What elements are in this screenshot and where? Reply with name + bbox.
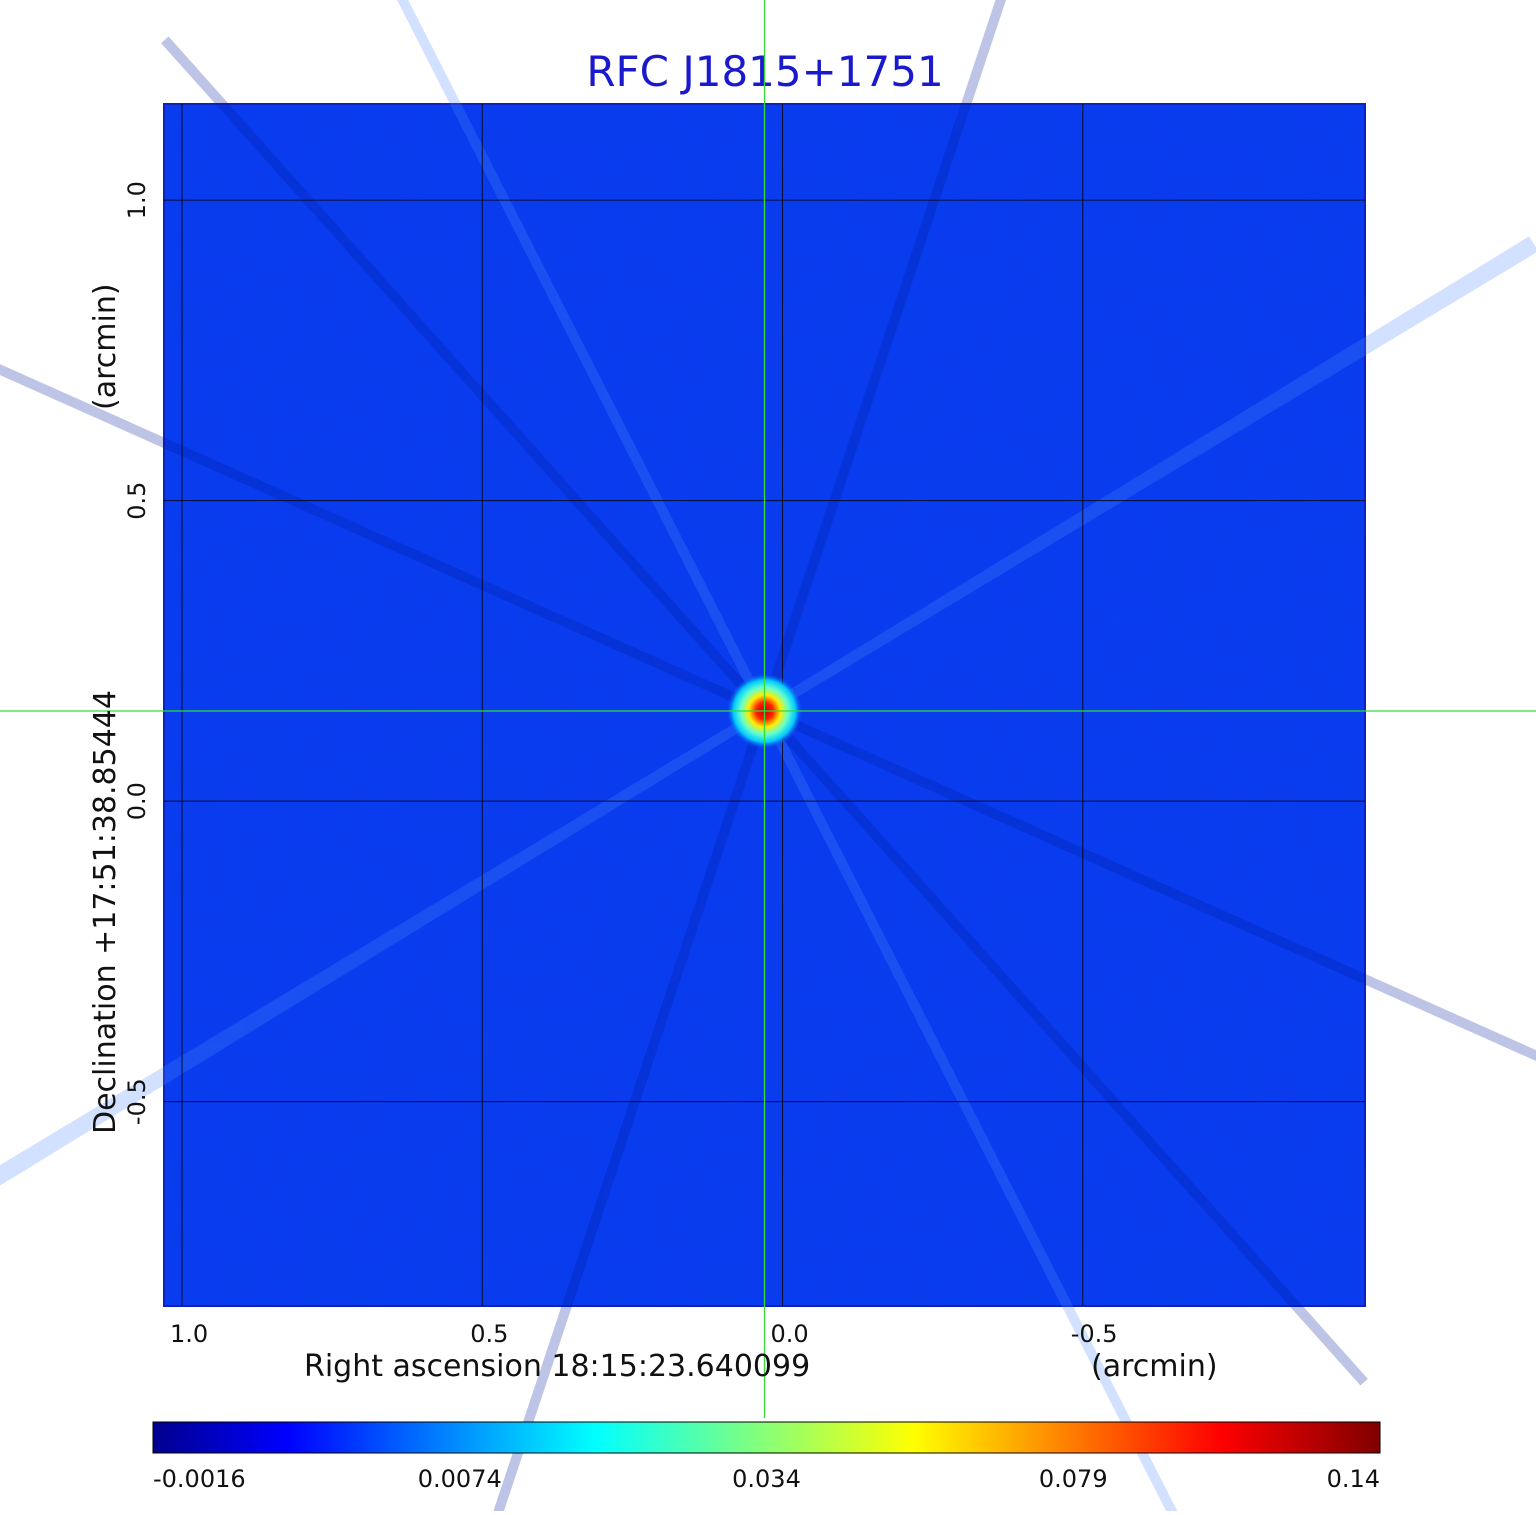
colorbar-tick-label: 0.034 bbox=[732, 1465, 801, 1493]
x-tick-label: 0.5 bbox=[470, 1320, 508, 1348]
y-tick-label: 1.0 bbox=[123, 181, 151, 219]
x-axis-label: Right ascension 18:15:23.640099 bbox=[304, 1349, 810, 1384]
x-tick-label: 0.0 bbox=[771, 1320, 809, 1348]
x-tick-labels: 1.0 0.5 0.0 -0.5 bbox=[170, 1320, 1118, 1348]
x-tick-label: 1.0 bbox=[170, 1320, 208, 1348]
x-tick-label: -0.5 bbox=[1071, 1320, 1118, 1348]
y-axis-unit: (arcmin) bbox=[88, 283, 123, 410]
colorbar-tick-label: 0.0074 bbox=[418, 1465, 502, 1493]
colorbar bbox=[152, 1421, 1381, 1454]
y-tick-label: 0.0 bbox=[123, 782, 151, 820]
colorbar-tick-labels: -0.0016 0.0074 0.034 0.079 0.14 bbox=[153, 1465, 1380, 1493]
x-axis-unit: (arcmin) bbox=[1091, 1349, 1218, 1384]
y-tick-label: -0.5 bbox=[123, 1078, 151, 1125]
colorbar-tick-label: 0.14 bbox=[1327, 1465, 1380, 1493]
colorbar-tick-label: -0.0016 bbox=[153, 1465, 246, 1493]
y-tick-labels: 1.0 0.5 0.0 -0.5 bbox=[123, 181, 151, 1125]
colorbar-tick-label: 0.079 bbox=[1039, 1465, 1108, 1493]
y-tick-label: 0.5 bbox=[123, 482, 151, 520]
y-axis-label: Declination +17:51:38.85444 bbox=[88, 690, 123, 1134]
